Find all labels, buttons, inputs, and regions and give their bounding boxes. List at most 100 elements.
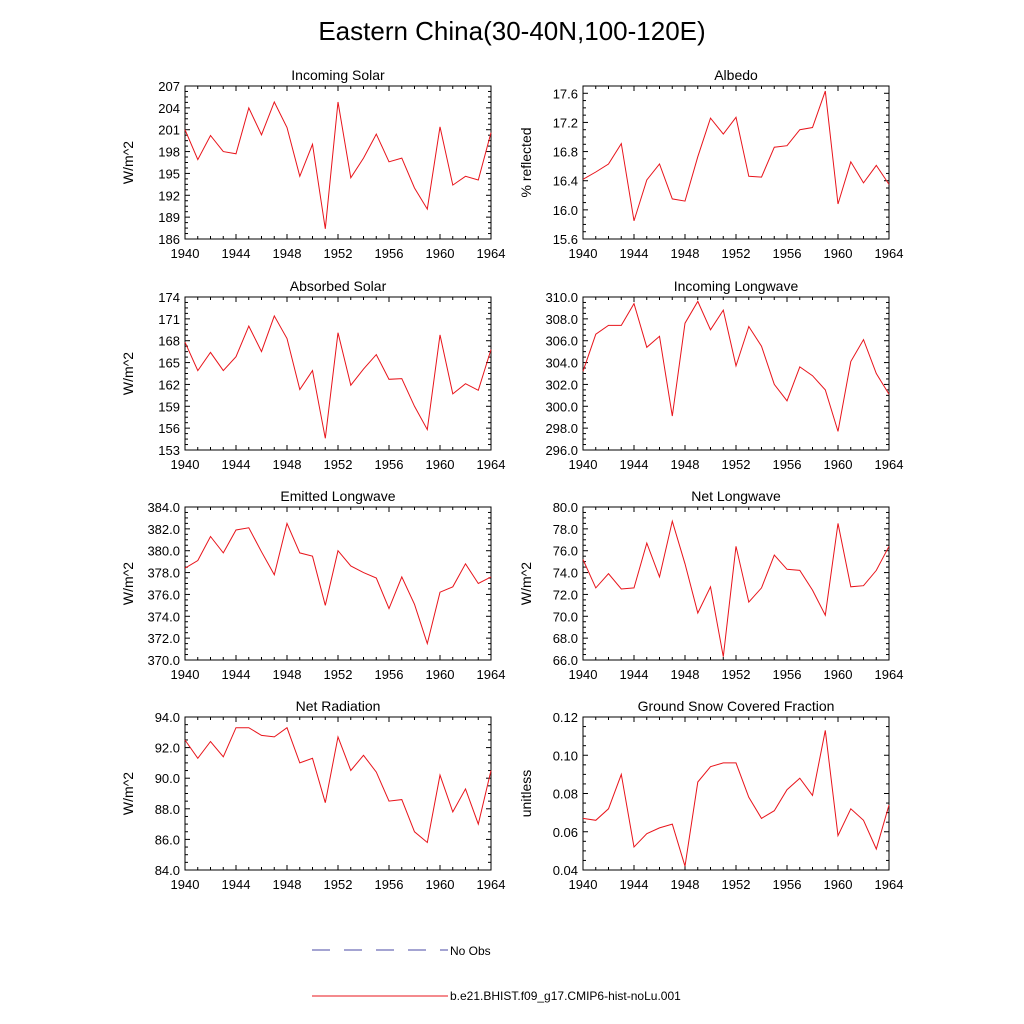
y-tick-label: 378.0 xyxy=(147,566,180,581)
y-axis-label: % reflected xyxy=(518,127,534,197)
panel-title: Incoming Solar xyxy=(291,67,385,83)
y-tick-label: 201 xyxy=(158,123,180,138)
y-tick-label: 302.0 xyxy=(545,377,578,392)
x-tick-label: 1952 xyxy=(324,877,353,892)
y-tick-label: 78.0 xyxy=(553,522,578,537)
y-tick-label: 192 xyxy=(158,188,180,203)
x-tick-label: 1948 xyxy=(273,246,302,261)
x-tick-label: 1944 xyxy=(222,877,251,892)
legend: No Obs b.e21.BHIST.f09_g17.CMIP6-hist-no… xyxy=(312,944,681,1003)
series-line xyxy=(184,726,492,844)
x-tick-label: 1960 xyxy=(426,877,455,892)
x-tick-label: 1952 xyxy=(722,246,751,261)
plot-frame xyxy=(582,85,890,240)
plot-frame xyxy=(582,716,890,871)
y-tick-label: 310.0 xyxy=(545,290,578,305)
y-tick-label: 153 xyxy=(158,443,180,458)
x-tick-label: 1964 xyxy=(477,457,506,472)
y-tick-label: 306.0 xyxy=(545,334,578,349)
series-line xyxy=(582,519,890,657)
y-tick-label: 17.6 xyxy=(553,86,578,101)
x-tick-label: 1964 xyxy=(477,667,506,682)
y-tick-label: 374.0 xyxy=(147,609,180,624)
panel-title: Emitted Longwave xyxy=(280,488,395,504)
y-tick-label: 0.08 xyxy=(553,787,578,802)
x-tick-label: 1956 xyxy=(375,457,404,472)
y-tick-label: 17.2 xyxy=(553,115,578,130)
y-tick-label: 76.0 xyxy=(553,544,578,559)
y-tick-label: 198 xyxy=(158,145,180,160)
panel-title: Absorbed Solar xyxy=(290,278,387,294)
legend-model-label: b.e21.BHIST.f09_g17.CMIP6-hist-noLu.001 xyxy=(450,989,681,1003)
panel-2: Absorbed Solar W/m^2 1940 1944 1948 1952 1956 1… xyxy=(120,278,505,472)
y-tick-label: 66.0 xyxy=(553,653,578,668)
panel-title: Incoming Longwave xyxy=(674,278,799,294)
y-tick-label: 168 xyxy=(158,334,180,349)
x-tick-label: 1948 xyxy=(671,246,700,261)
series-line xyxy=(184,100,492,229)
series-line xyxy=(582,730,890,867)
y-tick-label: 84.0 xyxy=(155,863,180,878)
x-tick-label: 1964 xyxy=(875,667,904,682)
y-tick-label: 70.0 xyxy=(553,609,578,624)
x-tick-label: 1940 xyxy=(569,246,598,261)
y-tick-label: 298.0 xyxy=(545,421,578,436)
panel-title: Net Longwave xyxy=(691,488,781,504)
panel-title: Albedo xyxy=(714,67,758,83)
panel-title: Ground Snow Covered Fraction xyxy=(638,698,835,714)
y-tick-label: 86.0 xyxy=(155,832,180,847)
panel-4: Emitted Longwave W/m^2 1940 1944 1948 1952 195… xyxy=(120,488,505,682)
y-tick-label: 372.0 xyxy=(147,631,180,646)
y-tick-label: 88.0 xyxy=(155,802,180,817)
series-line xyxy=(184,521,492,646)
x-tick-label: 1944 xyxy=(620,877,649,892)
plot-frame xyxy=(582,296,890,451)
y-tick-label: 380.0 xyxy=(147,544,180,559)
y-tick-label: 16.8 xyxy=(553,145,578,160)
panel-7: Ground Snow Covered Fraction unitless 1940… xyxy=(518,698,903,892)
y-tick-label: 296.0 xyxy=(545,443,578,458)
plot-frame xyxy=(184,506,492,661)
y-tick-label: 384.0 xyxy=(147,500,180,515)
x-tick-label: 1952 xyxy=(722,667,751,682)
x-tick-label: 1944 xyxy=(222,246,251,261)
x-tick-label: 1944 xyxy=(620,246,649,261)
x-tick-label: 1952 xyxy=(722,877,751,892)
x-tick-label: 1948 xyxy=(671,877,700,892)
panel-3: Incoming Longwave 1940 1944 1948 1952 1956 196… xyxy=(545,278,903,472)
y-tick-label: 16.0 xyxy=(553,203,578,218)
x-tick-label: 1940 xyxy=(569,457,598,472)
y-tick-label: 72.0 xyxy=(553,587,578,602)
x-tick-label: 1940 xyxy=(569,877,598,892)
x-tick-label: 1940 xyxy=(171,877,200,892)
y-tick-label: 0.06 xyxy=(553,825,578,840)
y-tick-label: 15.6 xyxy=(553,232,578,247)
panel-title: Net Radiation xyxy=(296,698,381,714)
y-tick-label: 159 xyxy=(158,399,180,414)
y-tick-label: 308.0 xyxy=(545,312,578,327)
x-tick-label: 1948 xyxy=(671,667,700,682)
y-tick-label: 162 xyxy=(158,377,180,392)
series-line xyxy=(184,314,492,439)
y-axis-label: unitless xyxy=(518,770,534,817)
x-tick-label: 1956 xyxy=(773,877,802,892)
x-tick-label: 1956 xyxy=(773,457,802,472)
y-tick-label: 0.04 xyxy=(553,863,578,878)
panel-6: Net Radiation W/m^2 1940 1944 1948 1952 1956 19… xyxy=(120,698,505,892)
y-tick-label: 80.0 xyxy=(553,500,578,515)
x-tick-label: 1940 xyxy=(171,246,200,261)
x-tick-label: 1956 xyxy=(375,246,404,261)
x-tick-label: 1940 xyxy=(171,667,200,682)
y-tick-label: 165 xyxy=(158,356,180,371)
y-tick-label: 171 xyxy=(158,312,180,327)
panels: Incoming Solar W/m^2 1940 1944 1948 1952 1956 1… xyxy=(120,67,903,892)
y-axis-label: W/m^2 xyxy=(120,562,136,605)
y-axis-label: W/m^2 xyxy=(120,352,136,395)
y-tick-label: 207 xyxy=(158,79,180,94)
legend-obs-label: No Obs xyxy=(450,944,491,958)
y-tick-label: 156 xyxy=(158,421,180,436)
x-tick-label: 1952 xyxy=(324,457,353,472)
y-axis-label: W/m^2 xyxy=(518,562,534,605)
y-tick-label: 0.10 xyxy=(553,748,578,763)
